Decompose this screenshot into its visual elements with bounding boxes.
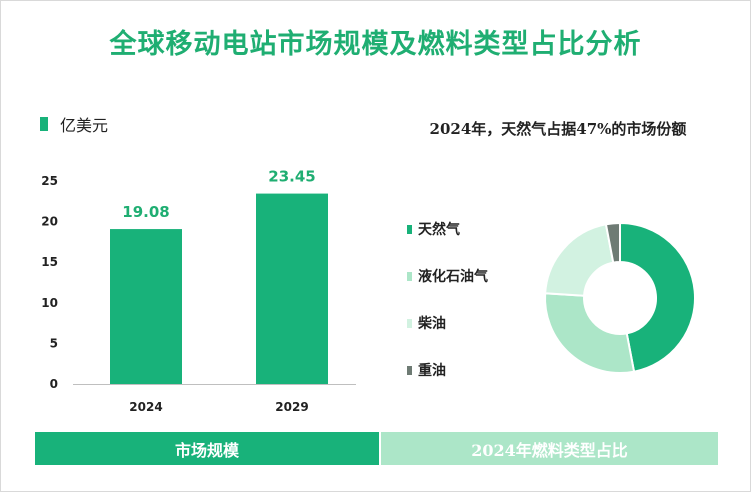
- pie-legend-swatch: [407, 318, 412, 328]
- pie-legend-label: 液化石油气: [418, 269, 488, 285]
- bar-legend: 亿美元: [40, 112, 108, 136]
- pie-legend-label: 重油: [418, 363, 446, 379]
- bar-legend-swatch: [40, 117, 48, 131]
- pie-legend-swatch: [407, 365, 412, 375]
- y-tick-label: 15: [41, 255, 58, 269]
- pie-legend-swatch: [407, 271, 412, 281]
- bar-2024: [110, 229, 182, 384]
- footer-market-size: 市场规模: [35, 432, 379, 465]
- bar-value-label: 19.08: [122, 203, 169, 221]
- x-tick-label: 2029: [275, 400, 308, 414]
- pie-legend-label: 柴油: [418, 316, 446, 332]
- y-tick-label: 25: [41, 174, 58, 188]
- y-tick-label: 10: [41, 296, 58, 310]
- y-tick-label: 5: [50, 336, 58, 350]
- bar-chart: 0 5 10 15 20 25 19.08 2024 23.45 2029: [41, 168, 356, 414]
- pie-legend-item: 重油: [407, 360, 446, 380]
- bar-value-label: 23.45: [268, 168, 315, 186]
- pie-title: 2024年，天然气占据47%的市场份额: [429, 120, 687, 138]
- footer-fuel-share: 2024年燃料类型占比: [381, 432, 718, 465]
- pie-legend-item: 柴油: [407, 313, 446, 333]
- y-tick-label: 20: [41, 215, 58, 229]
- pie-legend-swatch: [407, 224, 412, 234]
- pie-legend-label: 天然气: [418, 222, 460, 238]
- pie-legend-item: 液化石油气: [407, 266, 488, 286]
- bar-legend-label: 亿美元: [60, 116, 109, 135]
- x-tick-label: 2024: [129, 400, 162, 414]
- bar-2029: [256, 193, 328, 384]
- page-title: 全球移动电站市场规模及燃料类型占比分析: [109, 29, 642, 60]
- y-tick-label: 0: [50, 377, 58, 391]
- pie-legend-item: 天然气: [407, 219, 460, 239]
